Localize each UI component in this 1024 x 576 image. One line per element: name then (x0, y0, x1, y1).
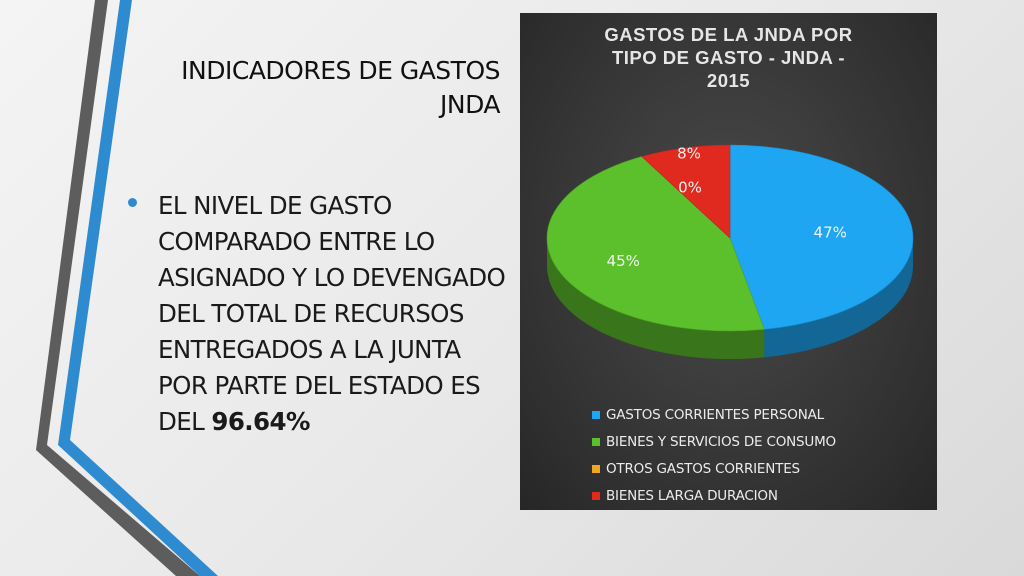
legend-swatch (592, 437, 600, 446)
bullet-dot (128, 198, 137, 207)
chart-legend: GASTOS CORRIENTES PERSONAL BIENES Y SERV… (592, 401, 836, 509)
bullet-text: EL NIVEL DE GASTO COMPARADO ENTRE LO ASI… (158, 191, 506, 436)
legend-item: OTROS GASTOS CORRIENTES (592, 455, 836, 482)
legend-label: BIENES LARGA DURACION (606, 487, 778, 504)
chart-panel: GASTOS DE LA JNDA POR TIPO DE GASTO - JN… (520, 13, 937, 510)
legend-label: BIENES Y SERVICIOS DE CONSUMO (606, 433, 836, 450)
chart-title-line3: 2015 (706, 70, 751, 91)
chart-title-line1: GASTOS DE LA JNDA POR (604, 24, 853, 45)
chart-title: GASTOS DE LA JNDA POR TIPO DE GASTO - JN… (520, 23, 937, 92)
slide-title-line2: JNDA (440, 90, 501, 119)
pie-side-1 (547, 238, 765, 359)
pie-data-label-3: 8% (677, 144, 701, 162)
pie-slice-1 (546, 156, 765, 332)
slide-title-line1: INDICADORES DE GASTOS (181, 56, 500, 85)
legend-item: GASTOS CORRIENTES PERSONAL (592, 401, 836, 428)
legend-item: BIENES LARGA DURACION (592, 482, 836, 509)
bullet-item: EL NIVEL DE GASTO COMPARADO ENTRE LO ASI… (158, 188, 508, 440)
pie-slice-0 (729, 144, 914, 330)
chart-title-line2: TIPO DE GASTO - JNDA - (611, 47, 846, 68)
legend-swatch (592, 410, 600, 419)
pie-data-label-1: 45% (607, 252, 640, 270)
legend-swatch (592, 491, 600, 500)
pie-data-label-2: 0% (678, 179, 702, 197)
pie-slice-3 (641, 144, 731, 239)
decor-stripe-blue (58, 0, 218, 576)
pie-data-label-0: 47% (814, 224, 847, 242)
bullet-value: 96.64% (211, 407, 310, 436)
legend-swatch (592, 464, 600, 473)
decor-stripe-gray (36, 0, 200, 576)
pie-chart: 47% 45% 0% 8% (546, 144, 914, 359)
legend-label: GASTOS CORRIENTES PERSONAL (606, 406, 824, 423)
pie-side-0 (764, 238, 913, 358)
legend-item: BIENES Y SERVICIOS DE CONSUMO (592, 428, 836, 455)
slide-title: INDICADORES DE GASTOS JNDA (110, 54, 500, 122)
legend-label: OTROS GASTOS CORRIENTES (606, 460, 800, 477)
bullet-list: EL NIVEL DE GASTO COMPARADO ENTRE LO ASI… (128, 188, 508, 440)
